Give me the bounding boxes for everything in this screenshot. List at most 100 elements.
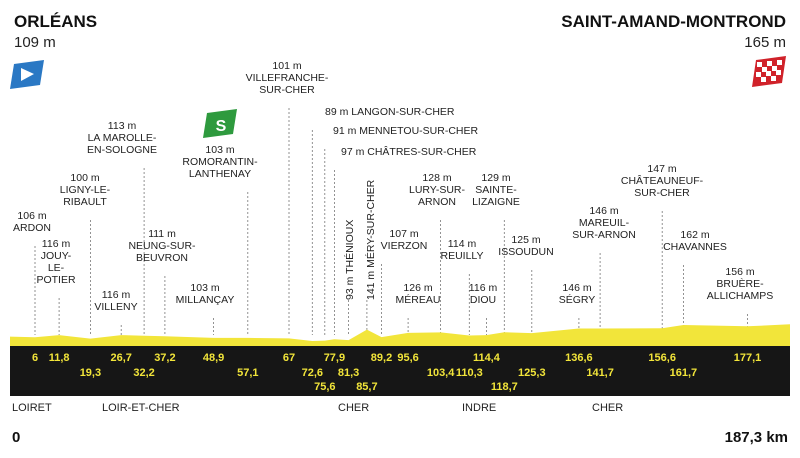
km-marker: 141,7 [586,367,614,379]
waypoint-label-line: VILLENY [94,301,137,313]
km-marker: 114,4 [473,352,501,364]
waypoint-label-line: 107 m [389,228,418,240]
axis-start-label: 0 [12,429,20,446]
department-loir-et-cher: LOIR-ET-CHER [102,402,180,414]
waypoint-label: 146 m MAREUIL-SUR-ARNON [572,205,636,241]
km-marker: 26,7 [110,352,131,364]
finish-city: SAINT-AMAND-MONTROND [561,12,786,31]
waypoint-label-line: 126 m [403,282,432,294]
waypoint-label-line: MAREUIL- [579,217,630,229]
sprint-icon: S [203,109,237,138]
waypoint-label-line: ARNON [418,196,456,208]
waypoint-label-line: ALLICHAMPS [707,290,774,302]
waypoint-label-line: VILLEFRANCHE- [246,72,329,84]
km-marker: 57,1 [237,367,258,379]
km-marker: 110,3 [456,367,483,379]
department-cher-2: CHER [592,402,623,414]
waypoint-label: 100 m LIGNY-LE-RIBAULT [60,172,111,208]
elevation-profile [10,324,790,346]
waypoint-label-line: SAINTE- [475,184,517,196]
waypoint-label-line: 91 m MENNETOU-SUR-CHER [333,125,478,137]
waypoint-label: 89 m LANGON-SUR-CHER [325,106,455,118]
waypoint-label-line: 141 m MÉRY-SUR-CHER [364,179,377,300]
department-indre: INDRE [462,402,496,414]
waypoint-label-line: LE- [48,262,65,274]
waypoint-label-line: ARDON [13,222,51,234]
waypoint-label-line: DIOU [470,294,496,306]
waypoint-label-line: 111 m [148,228,176,240]
finish-flag-icon [752,56,786,87]
km-marker: 11,8 [49,352,70,364]
waypoint-label-line: 147 m [647,163,676,175]
waypoint-label-line: 116 m [102,289,131,301]
waypoint-label-line: 114 m [448,238,477,250]
waypoint-label-line: CHAVANNES [663,241,727,253]
waypoint-label-line: LANTHENAY [189,168,251,180]
km-marker: 156,6 [648,352,676,364]
waypoint-label: 107 m VIERZON [381,228,428,252]
waypoint-label-line: ISSOUDUN [498,246,553,258]
waypoint-label-line: ROMORANTIN- [182,156,258,168]
waypoint-label: 128 m LURY-SUR-ARNON [409,172,466,208]
km-marker: 125,3 [518,367,546,379]
start-flag-icon [10,60,44,89]
waypoint-label: 141 m MÉRY-SUR-CHER [364,179,377,300]
waypoint-label-line: SUR-CHER [634,187,690,199]
waypoint-label: 129 m SAINTE-LIZAIGNE [472,172,520,208]
waypoint-label: 97 m CHÂTRES-SUR-CHER [341,145,477,158]
waypoint-label-line: 146 m [562,282,591,294]
km-marker: 81,3 [338,367,359,379]
waypoint-label-line: 128 m [422,172,451,184]
axis-end-label: 187,3 km [725,429,788,446]
waypoint-label: 101 m VILLEFRANCHE-SUR-CHER [246,60,329,96]
department-loiret: LOIRET [12,402,52,414]
km-marker: 136,6 [565,352,593,364]
km-marker: 85,7 [356,381,377,393]
waypoint-label-line: JOUY- [41,250,72,262]
km-marker: 177,1 [734,352,762,364]
km-markers: 6 11,8 19,3 26,732,237,2 48,9 57,1 67 72,6 75,6 7… [32,352,761,393]
km-marker: 6 [32,352,38,364]
waypoint-label-line: LA MAROLLE- [88,132,157,144]
km-marker: 89,2 [371,352,392,364]
waypoint-guides [34,108,748,335]
waypoint-label-line: 103 m [205,144,234,156]
waypoint-label: 116 m DIOU [469,282,498,306]
waypoint-label: 156 m BRUÈRE-ALLICHAMPS [707,266,774,302]
start-altitude: 109 m [14,34,56,51]
km-marker: 103,4 [427,367,455,379]
km-marker: 161,7 [670,367,698,379]
km-marker: 77,9 [324,352,345,364]
waypoint-label-line: LURY-SUR- [409,184,466,196]
km-marker: 37,2 [154,352,175,364]
waypoint-label: 93 m THÉNIOUX [343,220,356,300]
waypoint-label-line: BRUÈRE- [716,277,764,290]
waypoint-label: 114 m REUILLY [441,238,484,262]
waypoint-label: 146 m SÉGRY [559,282,596,306]
waypoint-label: 103 m ROMORANTIN-LANTHENAY [182,144,258,180]
waypoint-label: 103 m MILLANÇAY [176,282,235,306]
waypoint-label: 111 m NEUNG-SUR-BEUVRON [128,228,196,264]
km-marker: 72,6 [302,367,323,379]
km-marker: 118,7 [491,381,518,393]
waypoint-label-line: MILLANÇAY [176,294,235,306]
waypoint-label-line: EN-SOLOGNE [87,144,157,156]
waypoint-label-line: 162 m [680,229,709,241]
km-marker: 32,2 [133,367,154,379]
waypoint-label-line: BEUVRON [136,252,188,264]
km-marker: 19,3 [80,367,101,379]
waypoint-label-line: 113 m [108,120,137,132]
waypoint-label: 91 m MENNETOU-SUR-CHER [333,125,478,137]
waypoint-label-line: 93 m THÉNIOUX [343,220,356,300]
waypoint-label-line: 97 m CHÂTRES-SUR-CHER [341,145,477,158]
waypoint-label-line: 116 m [42,238,71,250]
km-marker: 75,6 [314,381,335,393]
waypoint-label-line: 146 m [589,205,618,217]
waypoint-label-line: 116 m [469,282,498,294]
waypoint-label-line: LIZAIGNE [472,196,520,208]
distance-band [10,346,790,396]
waypoint-label-line: NEUNG-SUR- [128,240,196,252]
km-marker: 67 [283,352,295,364]
